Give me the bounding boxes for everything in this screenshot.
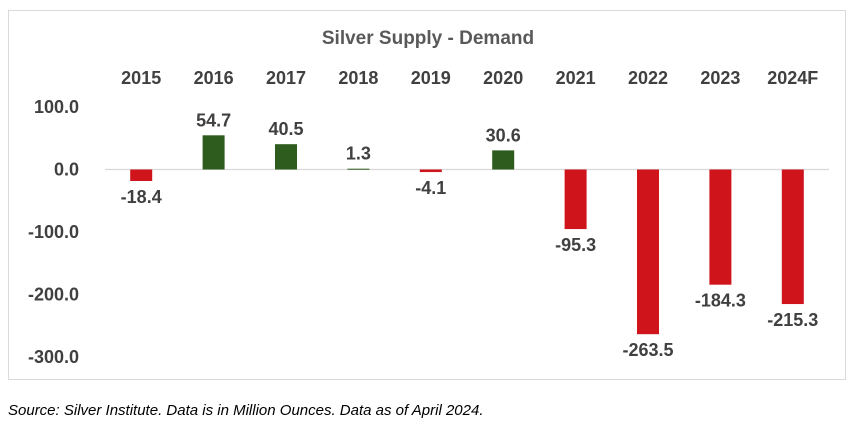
data-label: 40.5 xyxy=(268,119,303,139)
bar-2024f xyxy=(781,169,804,305)
y-tick-label: 0.0 xyxy=(54,160,79,180)
category-label: 2018 xyxy=(338,68,378,88)
category-label: 2020 xyxy=(483,68,523,88)
bar-2021 xyxy=(564,169,587,230)
data-label: -18.4 xyxy=(121,187,162,207)
data-label: -184.3 xyxy=(695,291,746,311)
category-label: 2021 xyxy=(556,68,596,88)
silver-supply-demand-chart: Silver Supply - Demand 2015 2016 2017 2018 2… xyxy=(28,28,829,367)
data-label: 30.6 xyxy=(486,125,521,145)
category-label: 2016 xyxy=(194,68,234,88)
bar-2018 xyxy=(347,168,370,170)
bar-2020 xyxy=(492,150,515,170)
y-tick-label: -200.0 xyxy=(28,285,79,305)
bar-2017 xyxy=(275,144,297,170)
chart-frame: Silver Supply - Demand 2015 2016 2017 2018 2… xyxy=(8,10,846,380)
category-label: 2023 xyxy=(700,68,740,88)
data-label: -95.3 xyxy=(555,235,596,255)
bar-2015 xyxy=(130,169,153,181)
bar-2023 xyxy=(709,169,732,285)
data-label: -263.5 xyxy=(622,340,673,360)
source-note: Source: Silver Institute. Data is in Mil… xyxy=(8,402,484,419)
category-label: 2017 xyxy=(266,68,306,88)
data-label: -215.3 xyxy=(767,310,818,330)
data-label: -4.1 xyxy=(415,178,446,198)
chart-title: Silver Supply - Demand xyxy=(322,28,534,49)
category-label: 2024F xyxy=(767,68,818,88)
bar-2016 xyxy=(202,135,225,170)
y-tick-label: 100.0 xyxy=(34,97,79,117)
y-tick-label: -100.0 xyxy=(28,222,79,242)
category-label: 2022 xyxy=(628,68,668,88)
data-label: 1.3 xyxy=(346,144,371,164)
data-label: 54.7 xyxy=(196,110,231,130)
bar-2022 xyxy=(637,169,659,335)
category-label: 2015 xyxy=(121,68,161,88)
bar-2019 xyxy=(419,169,442,173)
category-label: 2019 xyxy=(411,68,451,88)
y-tick-label: -300.0 xyxy=(28,347,79,367)
